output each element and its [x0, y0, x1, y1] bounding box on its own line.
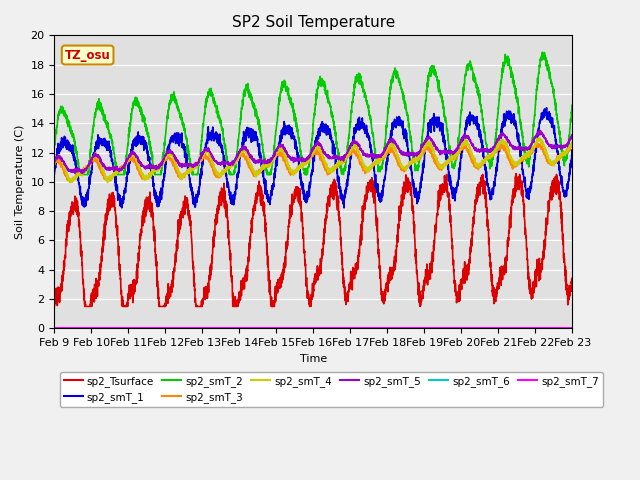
sp2_smT_3: [141, 176, 148, 182]
sp2_smT_5: [110, 165, 118, 170]
sp2_smT_4: [502, 142, 510, 148]
sp2_smT_6: [502, 325, 510, 331]
Line: sp2_smT_3: sp2_smT_3: [54, 144, 572, 182]
sp2_smT_4: [559, 152, 566, 158]
sp2_smT_3: [110, 170, 118, 176]
Text: TZ_osu: TZ_osu: [65, 48, 111, 61]
sp2_smT_1: [109, 165, 117, 170]
sp2_smT_2: [141, 115, 148, 120]
sp2_Tsurface: [249, 212, 257, 217]
sp2_smT_6: [249, 325, 257, 331]
sp2_Tsurface: [51, 303, 58, 309]
sp2_smT_3: [533, 141, 541, 146]
sp2_Tsurface: [109, 203, 117, 209]
sp2_Tsurface: [271, 283, 279, 289]
sp2_smT_6: [109, 325, 117, 331]
sp2_smT_4: [568, 139, 576, 144]
sp2_smT_7: [271, 325, 279, 331]
sp2_smT_5: [559, 144, 566, 150]
sp2_smT_4: [51, 159, 58, 165]
sp2_smT_2: [51, 141, 58, 147]
sp2_smT_1: [543, 105, 550, 110]
sp2_smT_7: [568, 325, 576, 331]
sp2_smT_3: [568, 143, 576, 148]
sp2_smT_7: [502, 325, 510, 331]
sp2_smT_4: [272, 153, 280, 158]
sp2_smT_3: [66, 179, 74, 185]
sp2_smT_1: [272, 161, 280, 167]
sp2_smT_7: [109, 325, 117, 331]
Line: sp2_Tsurface: sp2_Tsurface: [54, 174, 572, 306]
sp2_smT_4: [536, 135, 543, 141]
sp2_smT_3: [51, 158, 58, 164]
X-axis label: Time: Time: [300, 354, 327, 364]
sp2_smT_3: [250, 170, 257, 176]
sp2_smT_7: [249, 325, 257, 331]
sp2_smT_5: [141, 164, 148, 169]
sp2_smT_6: [558, 325, 566, 331]
Line: sp2_smT_2: sp2_smT_2: [54, 52, 572, 175]
sp2_smT_6: [140, 325, 148, 331]
sp2_smT_5: [51, 158, 58, 164]
Line: sp2_smT_5: sp2_smT_5: [54, 131, 572, 173]
sp2_smT_2: [539, 49, 547, 55]
sp2_smT_7: [558, 325, 566, 331]
sp2_smT_2: [568, 102, 576, 108]
sp2_smT_3: [272, 153, 280, 159]
sp2_Tsurface: [502, 258, 510, 264]
sp2_smT_1: [51, 171, 58, 177]
Line: sp2_smT_1: sp2_smT_1: [54, 108, 572, 208]
Legend: sp2_Tsurface, sp2_smT_1, sp2_smT_2, sp2_smT_3, sp2_smT_4, sp2_smT_5, sp2_smT_6, : sp2_Tsurface, sp2_smT_1, sp2_smT_2, sp2_…: [60, 372, 603, 407]
sp2_smT_5: [250, 158, 257, 164]
sp2_smT_3: [559, 153, 566, 159]
sp2_smT_2: [250, 103, 257, 108]
sp2_smT_5: [272, 148, 280, 154]
sp2_smT_6: [568, 325, 576, 331]
Y-axis label: Soil Temperature (C): Soil Temperature (C): [15, 125, 25, 239]
sp2_smT_5: [79, 170, 86, 176]
sp2_smT_6: [51, 325, 58, 331]
sp2_smT_2: [77, 172, 84, 178]
sp2_smT_5: [568, 134, 576, 140]
sp2_Tsurface: [512, 171, 520, 177]
sp2_smT_7: [51, 325, 58, 331]
sp2_smT_4: [104, 180, 111, 185]
Title: SP2 Soil Temperature: SP2 Soil Temperature: [232, 15, 395, 30]
sp2_smT_4: [250, 166, 257, 172]
sp2_smT_1: [141, 140, 148, 146]
sp2_smT_1: [559, 185, 566, 191]
sp2_smT_1: [250, 129, 257, 134]
sp2_smT_1: [568, 147, 576, 153]
sp2_smT_2: [272, 132, 280, 138]
sp2_smT_6: [271, 325, 279, 331]
sp2_smT_3: [502, 149, 510, 155]
sp2_Tsurface: [140, 207, 148, 213]
sp2_smT_1: [502, 111, 510, 117]
sp2_Tsurface: [568, 283, 576, 289]
sp2_smT_2: [502, 56, 510, 62]
sp2_smT_2: [110, 147, 118, 153]
sp2_smT_7: [140, 325, 148, 331]
sp2_smT_5: [502, 137, 510, 143]
sp2_smT_4: [141, 176, 148, 181]
sp2_smT_1: [118, 205, 125, 211]
sp2_smT_2: [559, 149, 566, 155]
sp2_Tsurface: [559, 222, 566, 228]
sp2_smT_5: [536, 128, 543, 133]
Line: sp2_smT_4: sp2_smT_4: [54, 138, 572, 182]
sp2_smT_4: [110, 170, 118, 176]
